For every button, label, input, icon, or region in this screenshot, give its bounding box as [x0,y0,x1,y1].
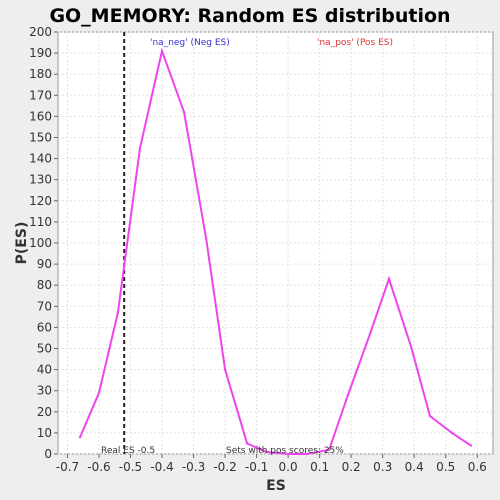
y-tick-label: 10 [37,426,52,440]
y-tick-label: 110 [29,215,52,229]
x-tick-label: -0.6 [87,460,110,474]
y-tick-label: 0 [44,447,52,461]
data-point [204,237,208,240]
x-tick-label: 0.2 [342,460,361,474]
x-tick-label: 0.6 [468,460,487,474]
x-tick-label: -0.7 [56,460,79,474]
series-line [79,47,472,455]
y-tick-label: 170 [29,88,52,102]
x-tick-label: 0.5 [436,460,455,474]
data-point [409,345,413,348]
real-es-label: Real ES -0.5 [101,446,155,456]
data-point [450,431,454,435]
data-point [223,368,227,371]
x-axis-label: ES [266,478,286,494]
y-tick-label: 50 [37,342,52,356]
data-point [286,452,290,456]
x-tick-label: -0.3 [182,460,205,474]
y-tick-label: 70 [37,299,52,313]
x-tick-label: -0.5 [119,460,142,474]
annotation-pos: 'na_pos' (Pos ES) [317,38,393,48]
x-axis: -0.7 -0.6 -0.5 -0.4 -0.3 -0.2 -0.1 0.0 0.1 0.2 0.3… [56,454,487,474]
data-point [327,448,331,451]
y-tick-label: 120 [29,194,52,208]
data-point [245,442,249,445]
y-tick-label: 140 [29,152,52,166]
data-point [368,332,372,335]
y-tick-label: 100 [29,236,52,250]
x-tick-label: 0.3 [373,460,392,474]
x-tick-label: -0.4 [150,460,173,474]
data-point [387,277,391,281]
grid [58,31,493,455]
y-tick-label: 160 [29,109,52,123]
x-tick-label: -0.2 [213,460,236,474]
y-tick-label: 80 [37,278,52,292]
data-point [264,450,268,454]
data-point [346,393,350,397]
data-point [116,311,120,314]
y-tick-label: 40 [37,363,52,377]
y-tick-label: 180 [29,67,52,81]
y-tick-label: 20 [37,405,52,419]
data-point [160,49,164,53]
data-point [428,414,432,418]
chart-title: GO_MEMORY: Random ES distribution [49,5,450,27]
x-tick-label: 0.1 [310,460,329,474]
data-point [305,452,309,456]
annotation-neg: 'na_neg' (Neg ES) [150,38,230,48]
y-tick-label: 200 [29,25,52,39]
y-tick-label: 190 [29,46,52,60]
data-point [469,444,473,447]
data-point [182,110,186,114]
data-point [138,146,142,150]
data-point [78,435,82,439]
x-tick-label: -0.1 [245,460,268,474]
y-tick-label: 60 [37,320,52,334]
x-tick-label: 0.0 [279,460,298,474]
annotation-pos-scores: Sets with pos scores: 25% [226,446,344,456]
x-tick-label: 0.4 [405,460,424,474]
y-tick-label: 30 [37,384,52,398]
y-tick-label: 150 [29,131,52,145]
series-points [78,49,473,456]
y-tick-label: 130 [29,173,52,187]
y-axis: 0 10 20 30 40 50 60 70 80 90 100 110 120 130 140 150 160… [29,25,58,461]
data-point [97,391,101,395]
y-tick-label: 90 [37,257,52,271]
y-axis-label: P(ES) [14,222,30,265]
